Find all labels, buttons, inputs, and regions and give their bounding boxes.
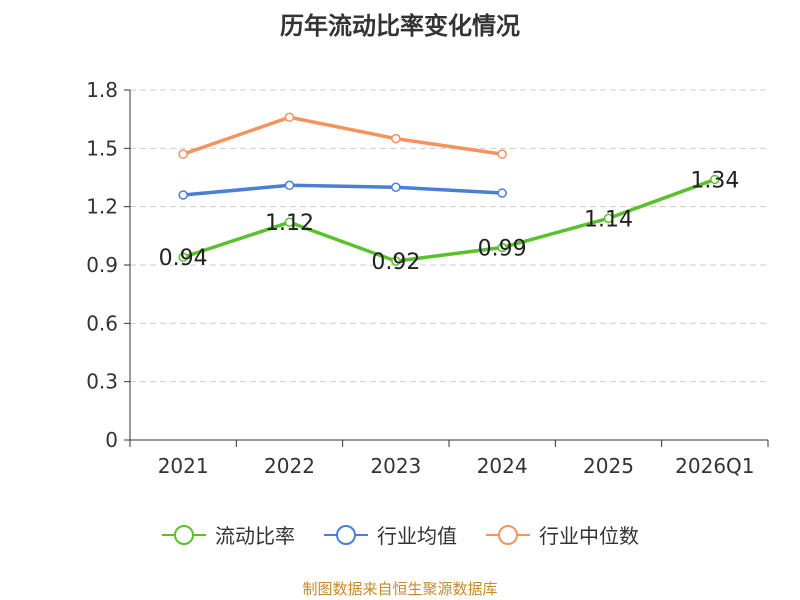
series-layer [178, 112, 720, 266]
x-tick-label: 2024 [477, 454, 528, 478]
legend-marker-industry-median [486, 524, 530, 545]
series-line [182, 177, 716, 263]
y-tick-label: 1.5 [86, 136, 118, 160]
x-tick-label: 2026Q1 [675, 454, 754, 478]
data-point [391, 133, 401, 144]
data-point [710, 174, 720, 185]
data-label: 1.34 [690, 168, 739, 193]
legend-item-industry-average[interactable]: 行业均值 [323, 520, 457, 549]
y-tick-label: 1.8 [86, 78, 118, 102]
legend-marker-current-ratio [162, 524, 206, 545]
grid-lines [130, 89, 768, 383]
legend-item-current-ratio[interactable]: 流动比率 [161, 520, 295, 549]
x-tick-label: 2023 [370, 454, 421, 478]
y-tick-label: 0.6 [86, 311, 118, 335]
legend-marker-industry-average [324, 524, 368, 545]
legend: 流动比率 行业均值 行业中位数 [0, 520, 800, 549]
data-point [178, 190, 188, 200]
y-tick-label: 0.3 [86, 370, 118, 394]
y-tick-label: 0 [105, 428, 118, 452]
data-label: 1.14 [584, 207, 633, 232]
data-point [497, 149, 507, 159]
data-labels: 0.94 1.12 0.92 0.99 1.14 1.34 [159, 168, 740, 275]
legend-label-industry-average: 行业均值 [377, 524, 457, 548]
legend-item-industry-median[interactable]: 行业中位数 [485, 520, 639, 549]
data-point [178, 252, 188, 262]
series-line [183, 183, 503, 197]
data-label: 0.94 [159, 246, 208, 271]
data-point [497, 188, 507, 198]
data-point [178, 149, 188, 159]
legend-label-industry-median: 行业中位数 [539, 524, 639, 548]
data-label: 0.99 [478, 237, 527, 262]
x-tick-label: 2021 [158, 454, 209, 478]
data-label: 0.92 [371, 250, 420, 275]
x-tick-label: 2025 [583, 454, 634, 478]
x-tick-label: 2022 [264, 454, 315, 478]
data-point [391, 256, 401, 266]
data-label: 1.12 [265, 211, 314, 236]
data-point [603, 213, 614, 224]
data-point [391, 182, 401, 192]
y-tick-label: 1.2 [86, 195, 118, 219]
data-point [284, 217, 295, 227]
series-line [182, 115, 503, 156]
source-note: 制图数据来自恒生聚源数据库 [302, 580, 498, 598]
legend-label-current-ratio: 流动比率 [215, 524, 295, 548]
data-point [284, 112, 295, 122]
y-tick-label: 0.9 [86, 253, 118, 277]
data-point [497, 242, 507, 253]
data-point [284, 180, 295, 191]
axes: 0 0.3 0.6 0.9 1.2 1.5 1.8 2021 2022 2023 2024 2025 2… [86, 78, 769, 478]
chart-title: 历年流动比率变化情况 [280, 12, 520, 40]
